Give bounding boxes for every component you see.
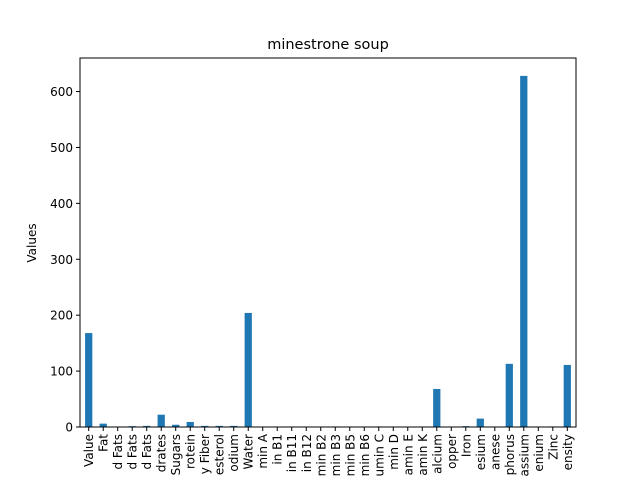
bar-7 — [186, 421, 194, 427]
bar-8 — [201, 425, 209, 427]
x-tick-label-32: Zinc — [546, 434, 560, 460]
x-tick-label-16: min B2 — [314, 434, 328, 476]
x-tick-label-19: min B6 — [358, 434, 372, 476]
x-tick-label-12: min A — [256, 433, 270, 468]
x-tick-label-25: opper — [445, 434, 459, 469]
bar-11 — [244, 312, 252, 427]
bar-1 — [99, 423, 107, 427]
x-tick-label-14: in B11 — [285, 434, 299, 472]
chart-title: minestrone soup — [267, 37, 389, 53]
bar-30 — [520, 75, 528, 427]
x-tick-label-26: Iron — [459, 434, 473, 457]
x-tick-label-8: y Fiber — [198, 434, 212, 474]
x-tick-label-10: odium — [227, 434, 241, 472]
x-tick-label-29: phorus — [503, 434, 517, 475]
bar-10 — [230, 425, 238, 427]
x-tick-label-21: min D — [387, 434, 401, 470]
x-axis: Value Fat d Fats d Fats d Fats drates Sugars ro… — [82, 427, 575, 477]
x-tick-label-1: Fat — [97, 434, 111, 452]
y-tick-label-2: 200 — [50, 309, 73, 323]
y-tick-label-1: 100 — [50, 365, 73, 379]
x-tick-label-28: anese — [488, 434, 502, 470]
x-tick-label-3: d Fats — [126, 434, 140, 470]
x-tick-label-23: amin K — [416, 433, 430, 476]
x-tick-label-22: amin E — [401, 434, 415, 475]
y-tick-label-5: 500 — [50, 141, 73, 155]
y-tick-label-4: 400 — [50, 197, 73, 211]
x-tick-label-27: esium — [474, 434, 488, 470]
bar-33 — [563, 364, 571, 427]
x-tick-label-9: esterol — [213, 434, 227, 475]
x-tick-label-30: assium — [517, 434, 531, 477]
bar-4 — [143, 425, 151, 427]
y-axis-label: Values — [25, 223, 39, 262]
x-tick-label-18: min B5 — [343, 434, 357, 476]
x-tick-label-6: Sugars — [169, 434, 183, 475]
x-tick-label-20: umin C — [372, 434, 386, 476]
bar-29 — [505, 363, 513, 427]
bars-group — [85, 75, 571, 427]
x-tick-label-5: drates — [155, 434, 169, 472]
x-tick-label-4: d Fats — [140, 434, 154, 470]
y-tick-label-0: 0 — [65, 421, 73, 435]
x-tick-label-0: Value — [82, 434, 96, 467]
x-tick-label-17: min B3 — [329, 434, 343, 476]
y-axis: 0 100 200 300 400 500 600 — [50, 85, 80, 435]
bar-27 — [476, 418, 484, 427]
plot-frame — [79, 57, 577, 428]
bar-5 — [157, 414, 165, 427]
y-tick-label-3: 300 — [50, 253, 73, 267]
x-tick-label-24: alcium — [430, 434, 444, 474]
x-tick-label-15: in B12 — [300, 434, 314, 472]
x-tick-label-11: Water — [242, 434, 256, 470]
x-tick-label-13: in B1 — [271, 434, 285, 465]
x-tick-label-2: d Fats — [111, 434, 125, 470]
x-tick-label-31: enium — [532, 434, 546, 472]
x-tick-label-33: ensity — [561, 434, 575, 470]
bar-9 — [215, 425, 223, 427]
bar-24 — [433, 388, 441, 427]
x-tick-label-7: rotein — [184, 434, 198, 469]
y-tick-label-6: 600 — [50, 85, 73, 99]
bar-0 — [85, 333, 93, 427]
bar-6 — [172, 424, 180, 427]
